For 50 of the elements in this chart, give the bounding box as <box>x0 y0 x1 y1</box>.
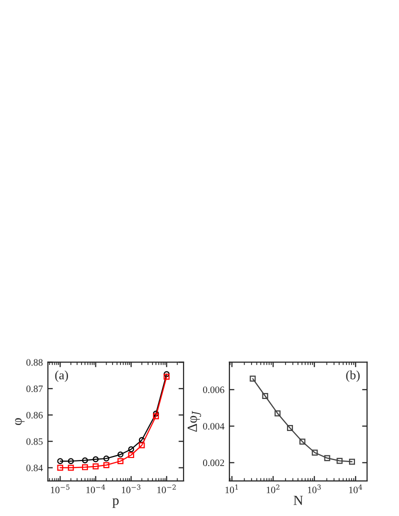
y-tick-label: 0.004 <box>203 423 224 430</box>
x-tick-label: 10$^{3}$ <box>308 484 321 494</box>
y-tick-label: 0.87 <box>26 386 43 392</box>
x-tick-label: 10$^{2}$ <box>266 484 280 494</box>
point <box>68 464 74 471</box>
point <box>324 455 330 462</box>
point <box>128 446 134 452</box>
y-tick-label: 0.86 <box>26 412 43 418</box>
point <box>117 452 124 458</box>
point <box>103 462 110 468</box>
x-tick-label: 10$^{1}$ <box>226 484 238 494</box>
point <box>164 371 170 378</box>
point <box>152 413 159 420</box>
point <box>312 450 318 456</box>
point <box>92 463 99 470</box>
point <box>103 456 110 462</box>
point <box>57 458 64 464</box>
point <box>128 452 134 458</box>
point <box>299 438 306 445</box>
point <box>82 464 88 470</box>
point <box>349 458 356 465</box>
y-axis-title: φ <box>15 418 25 426</box>
point <box>138 442 145 448</box>
point <box>117 458 124 464</box>
x-axis-title: N <box>294 496 303 505</box>
point <box>164 374 170 380</box>
point <box>92 456 99 462</box>
y-axis-title: Δφ$_{J}$ <box>188 410 202 432</box>
point <box>57 464 64 471</box>
x-axis-title: p <box>112 498 119 508</box>
point <box>250 376 256 382</box>
point <box>152 410 159 417</box>
point <box>336 458 343 464</box>
point <box>286 424 293 431</box>
y-tick-label: 0.006 <box>203 386 224 394</box>
y-tick-label: 0.88 <box>26 359 43 366</box>
point <box>82 457 88 464</box>
y-tick-label: 0.85 <box>26 438 43 445</box>
x-tick-label: 10$^{4}$ <box>349 484 362 494</box>
x-tick-label: 10$^{−4}$ <box>86 484 106 494</box>
annotation: (a) <box>55 370 68 382</box>
y-tick-label: 0.002 <box>203 460 224 466</box>
point <box>68 458 74 464</box>
y-tick-label: 0.84 <box>26 464 43 472</box>
annotation: (b) <box>346 370 360 382</box>
x-tick-label: 10$^{−2}$ <box>157 484 176 494</box>
point <box>262 393 268 399</box>
x-tick-label: 10$^{−5}$ <box>50 484 70 494</box>
point <box>274 410 281 416</box>
x-tick-label: 10$^{−3}$ <box>122 484 140 494</box>
